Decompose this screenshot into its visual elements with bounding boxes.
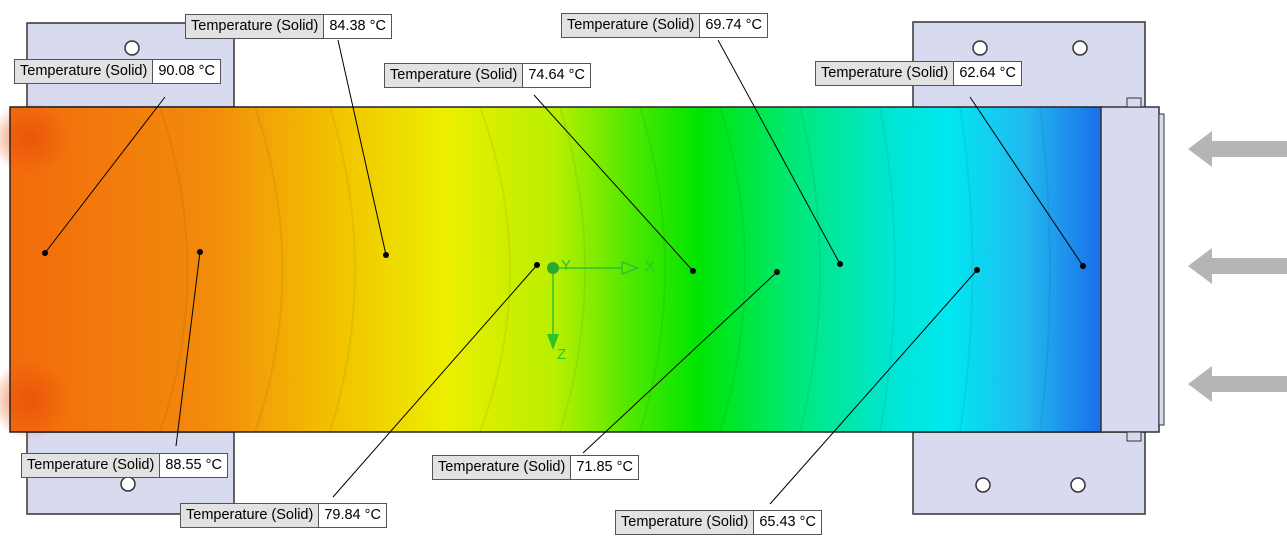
flow-arrow-icon xyxy=(1188,131,1287,167)
end-cap xyxy=(1100,106,1160,433)
mounting-hole-icon xyxy=(124,40,140,56)
flow-arrows xyxy=(1188,131,1287,402)
probe-label-name: Temperature (Solid) xyxy=(615,510,755,535)
probe-point xyxy=(974,267,980,273)
probe-label-value: 74.64 °C xyxy=(523,63,591,88)
axis-y-label: Y xyxy=(561,257,572,274)
probe-label-value: 71.85 °C xyxy=(571,455,639,480)
probe-point xyxy=(383,252,389,258)
flow-arrow-icon xyxy=(1188,248,1287,284)
probe-label-name: Temperature (Solid) xyxy=(384,63,524,88)
axis-z-label: Z xyxy=(557,346,567,363)
axis-x-label: X xyxy=(645,258,656,275)
probe-label: Temperature (Solid) 88.55 °C xyxy=(21,453,228,478)
probe-point xyxy=(837,261,843,267)
mounting-hole-icon xyxy=(972,40,988,56)
probe-label: Temperature (Solid) 71.85 °C xyxy=(432,455,639,480)
probe-label-name: Temperature (Solid) xyxy=(14,59,154,84)
heatsink-body xyxy=(0,97,1165,442)
probe-point xyxy=(534,262,540,268)
probe-label-value: 69.74 °C xyxy=(700,13,768,38)
flow-arrow-icon xyxy=(1188,366,1287,402)
probe-label-value: 90.08 °C xyxy=(153,59,221,84)
leader-lines xyxy=(44,39,1084,505)
probe-label-value: 79.84 °C xyxy=(319,503,387,528)
probe-label-name: Temperature (Solid) xyxy=(561,13,701,38)
probe-label-name: Temperature (Solid) xyxy=(185,14,325,39)
probe-label: Temperature (Solid) 62.64 °C xyxy=(815,61,1022,86)
probe-label: Temperature (Solid) 65.43 °C xyxy=(615,510,822,535)
probe-label: Temperature (Solid) 79.84 °C xyxy=(180,503,387,528)
probe-label-name: Temperature (Solid) xyxy=(432,455,572,480)
probe-point xyxy=(774,269,780,275)
mount-plate-bottom-right xyxy=(912,431,1146,515)
probe-points xyxy=(42,249,1086,275)
mounting-hole-icon xyxy=(1070,477,1086,493)
probe-point xyxy=(690,268,696,274)
probe-label-value: 88.55 °C xyxy=(160,453,228,478)
probe-point xyxy=(197,249,203,255)
probe-label-value: 65.43 °C xyxy=(754,510,822,535)
probe-label-value: 62.64 °C xyxy=(954,61,1022,86)
mounting-hole-icon xyxy=(1072,40,1088,56)
probe-label: Temperature (Solid) 74.64 °C xyxy=(384,63,591,88)
probe-label-name: Temperature (Solid) xyxy=(180,503,320,528)
mounting-hole-icon xyxy=(975,477,991,493)
axis-triad-icon xyxy=(547,260,641,350)
probe-point xyxy=(1080,263,1086,269)
probe-label: Temperature (Solid) 84.38 °C xyxy=(185,14,392,39)
probe-label-name: Temperature (Solid) xyxy=(21,453,161,478)
probe-label: Temperature (Solid) 90.08 °C xyxy=(14,59,221,84)
mounting-hole-icon xyxy=(120,476,136,492)
probe-point xyxy=(42,250,48,256)
probe-label-value: 84.38 °C xyxy=(324,14,392,39)
probe-label-name: Temperature (Solid) xyxy=(815,61,955,86)
probe-label: Temperature (Solid) 69.74 °C xyxy=(561,13,768,38)
